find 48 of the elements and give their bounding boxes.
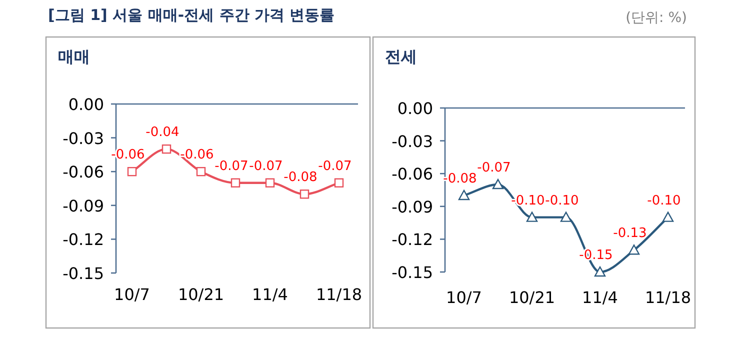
x-tick-label: 11/18	[316, 285, 362, 304]
data-label: -0.06	[180, 148, 214, 163]
x-tick-label: 10/21	[508, 288, 556, 307]
point	[628, 244, 640, 255]
data-label: -0.10	[647, 193, 681, 208]
y-tick-label: -0.15	[392, 263, 433, 282]
x-tick-label: 10/7	[446, 288, 482, 307]
y-tick-label: -0.15	[62, 264, 104, 283]
point	[594, 266, 606, 277]
chart-subtitle: 전세	[385, 47, 417, 66]
point	[196, 167, 206, 176]
data-label: -0.07	[249, 158, 283, 174]
data-label: -0.07	[477, 160, 511, 176]
point	[162, 144, 172, 154]
chart-subtitle: 매매	[58, 47, 90, 66]
data-label: -0.10	[545, 193, 579, 208]
point	[526, 212, 538, 222]
y-tick-label: -0.03	[62, 128, 104, 148]
x-tick-label: 10/21	[178, 285, 224, 304]
text: (단위: %)	[626, 10, 687, 26]
y-tick-label: -0.12	[392, 230, 433, 250]
point	[265, 178, 275, 188]
point	[662, 212, 674, 222]
y-tick-label: -0.06	[62, 162, 104, 182]
point	[458, 190, 470, 200]
data-label: -0.08	[284, 170, 318, 186]
y-tick-label: -0.09	[62, 196, 104, 216]
data-label: -0.07	[214, 158, 248, 174]
point	[300, 190, 310, 199]
data-label: -0.07	[318, 158, 352, 174]
data-label: -0.13	[613, 226, 647, 242]
point	[492, 178, 504, 190]
point	[230, 178, 240, 188]
y-tick-label: -0.09	[392, 197, 433, 216]
x-tick-label: 10/7	[114, 285, 150, 304]
x-tick-label: 11/4	[582, 288, 618, 307]
chart-title: [그림 1] 서울 매매-전세 주간 가격 변동률	[48, 6, 335, 24]
point	[560, 212, 572, 222]
y-tick-label: -0.03	[392, 132, 433, 151]
point	[334, 178, 344, 188]
data-label: -0.04	[146, 125, 180, 140]
x-tick-label: 11/18	[644, 288, 692, 307]
y-tick-label: 0.00	[397, 99, 433, 118]
y-tick-label: -0.06	[392, 164, 433, 184]
y-tick-label: -0.12	[62, 230, 104, 250]
y-tick-label: 0.00	[68, 95, 104, 114]
x-tick-label: 11/4	[252, 285, 288, 304]
point	[127, 167, 137, 176]
